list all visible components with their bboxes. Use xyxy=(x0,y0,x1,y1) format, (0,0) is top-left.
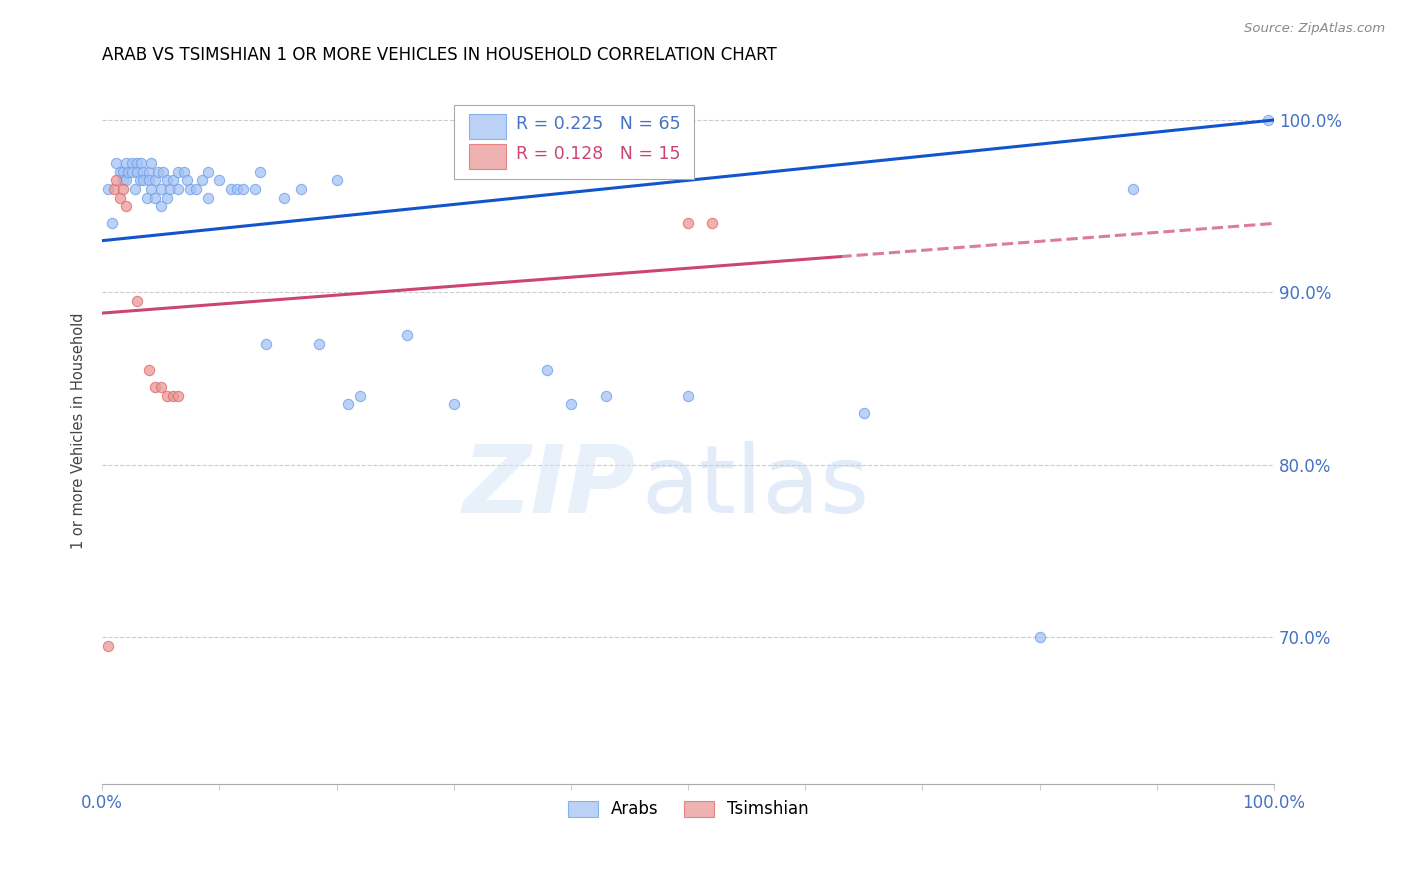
Point xyxy=(443,397,465,411)
Point xyxy=(114,199,136,213)
Point xyxy=(243,182,266,196)
Point xyxy=(97,182,120,196)
Point xyxy=(176,173,198,187)
Point xyxy=(560,397,582,411)
Point xyxy=(273,190,295,204)
Point xyxy=(226,182,249,196)
Point xyxy=(149,182,172,196)
Point xyxy=(138,173,160,187)
Point xyxy=(349,389,371,403)
Point xyxy=(138,164,160,178)
Point xyxy=(1257,113,1279,128)
Point xyxy=(100,216,122,230)
Text: ARAB VS TSIMSHIAN 1 OR MORE VEHICLES IN HOUSEHOLD CORRELATION CHART: ARAB VS TSIMSHIAN 1 OR MORE VEHICLES IN … xyxy=(103,46,778,64)
Text: ZIP: ZIP xyxy=(463,441,636,533)
Point xyxy=(141,182,163,196)
Point xyxy=(129,156,152,170)
Point xyxy=(105,156,128,170)
Point xyxy=(143,190,166,204)
Point xyxy=(132,173,155,187)
Point xyxy=(337,397,360,411)
Point xyxy=(127,164,149,178)
Point xyxy=(143,380,166,394)
Point xyxy=(112,173,135,187)
Point xyxy=(395,328,418,343)
FancyBboxPatch shape xyxy=(470,144,506,169)
Point xyxy=(852,406,875,420)
Point xyxy=(135,190,157,204)
Text: R = 0.225   N = 65: R = 0.225 N = 65 xyxy=(516,114,681,133)
Point xyxy=(148,164,170,178)
Point xyxy=(159,182,181,196)
Point xyxy=(112,164,135,178)
Point xyxy=(117,164,139,178)
Point xyxy=(127,293,149,308)
Point xyxy=(149,199,172,213)
Point xyxy=(141,156,163,170)
Y-axis label: 1 or more Vehicles in Household: 1 or more Vehicles in Household xyxy=(72,312,86,549)
Point xyxy=(114,156,136,170)
Point xyxy=(197,164,219,178)
Point xyxy=(197,190,219,204)
Point xyxy=(1122,182,1144,196)
Point xyxy=(536,363,558,377)
Point xyxy=(128,173,150,187)
Point xyxy=(179,182,201,196)
Point xyxy=(152,164,174,178)
Point xyxy=(156,173,179,187)
Text: R = 0.128   N = 15: R = 0.128 N = 15 xyxy=(516,145,681,163)
Text: Source: ZipAtlas.com: Source: ZipAtlas.com xyxy=(1244,22,1385,36)
Point xyxy=(121,156,143,170)
Point xyxy=(676,389,699,403)
Point xyxy=(105,173,128,187)
Point xyxy=(143,173,166,187)
Point xyxy=(124,182,146,196)
Point xyxy=(290,182,312,196)
Point xyxy=(162,173,184,187)
Point xyxy=(1028,630,1050,644)
Point xyxy=(167,164,190,178)
Point xyxy=(121,164,143,178)
Point xyxy=(138,363,160,377)
FancyBboxPatch shape xyxy=(454,105,695,179)
FancyBboxPatch shape xyxy=(470,113,506,139)
Point xyxy=(112,182,135,196)
Point xyxy=(676,216,699,230)
Point xyxy=(208,173,231,187)
Point xyxy=(595,389,617,403)
Point xyxy=(127,156,149,170)
Point xyxy=(108,190,131,204)
Point xyxy=(114,173,136,187)
Point xyxy=(97,639,120,653)
Point xyxy=(219,182,242,196)
Point xyxy=(700,216,723,230)
Text: atlas: atlas xyxy=(641,441,869,533)
Point xyxy=(108,164,131,178)
Point xyxy=(249,164,271,178)
Point xyxy=(156,190,179,204)
Point xyxy=(149,380,172,394)
Point xyxy=(132,164,155,178)
Point xyxy=(162,389,184,403)
Point xyxy=(325,173,347,187)
Point xyxy=(232,182,254,196)
Point xyxy=(308,337,330,351)
Point xyxy=(254,337,277,351)
Point xyxy=(167,389,190,403)
Point xyxy=(156,389,179,403)
Point xyxy=(191,173,214,187)
Point xyxy=(103,182,125,196)
Point xyxy=(167,182,190,196)
Legend: Arabs, Tsimshian: Arabs, Tsimshian xyxy=(561,794,815,825)
Point xyxy=(173,164,195,178)
Point xyxy=(184,182,207,196)
